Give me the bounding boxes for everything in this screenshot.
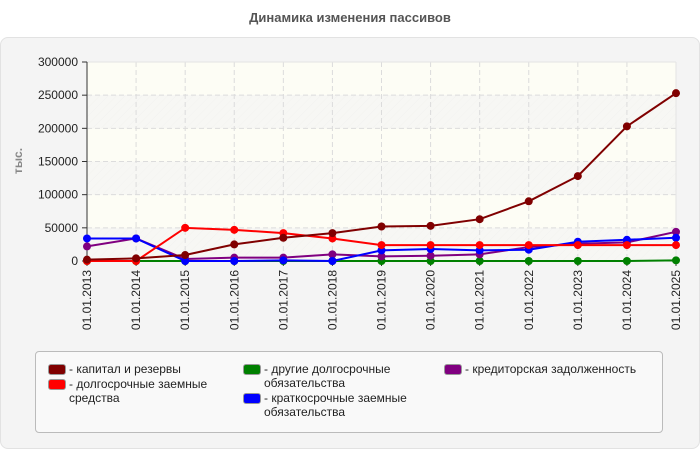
data-point[interactable]: [83, 234, 91, 243]
x-tick-label: 01.01.2022: [522, 270, 536, 330]
data-point[interactable]: [230, 225, 239, 234]
series-lines: [83, 89, 680, 265]
data-point[interactable]: [279, 256, 288, 265]
x-tick-label: 01.01.2013: [80, 270, 94, 330]
data-point[interactable]: [622, 122, 631, 131]
data-point[interactable]: [426, 241, 435, 250]
x-tick-label: 01.01.2019: [375, 270, 389, 330]
y-tick-label: 200000: [38, 121, 78, 135]
data-point[interactable]: [672, 241, 680, 250]
y-tick-label: 300000: [38, 55, 78, 69]
data-point[interactable]: [83, 242, 91, 251]
data-point[interactable]: [230, 240, 239, 249]
data-point[interactable]: [83, 255, 91, 264]
y-tick-label: 0: [71, 254, 78, 268]
y-tick-label: 150000: [38, 155, 78, 169]
data-point[interactable]: [475, 257, 484, 265]
data-point[interactable]: [132, 234, 141, 243]
line-chart: 0 50000 100000 150000 200000 250000 300000 01.0…: [11, 55, 683, 330]
data-point[interactable]: [524, 241, 533, 250]
legend-swatch-icon: [48, 379, 66, 390]
x-tick-label: 01.01.2017: [276, 270, 290, 330]
legend-swatch-icon: [48, 364, 66, 375]
data-point[interactable]: [573, 172, 582, 181]
data-point[interactable]: [475, 215, 484, 224]
y-tick-label: 100000: [38, 188, 78, 202]
x-tick-label: 01.01.2014: [129, 270, 143, 330]
data-point[interactable]: [672, 89, 680, 98]
data-point[interactable]: [132, 254, 141, 263]
data-point[interactable]: [672, 233, 680, 242]
data-point[interactable]: [328, 229, 337, 238]
data-point[interactable]: [377, 222, 386, 231]
y-axis-label: тыс.: [11, 148, 25, 174]
legend-item-short-term-loans: - краткосрочные заемные обязательства: [243, 391, 407, 419]
x-tick-label: 01.01.2015: [178, 270, 192, 330]
legend-item-capital: - капитал и резервы: [48, 362, 181, 376]
x-tick-label: 01.01.2025: [669, 270, 683, 330]
data-point[interactable]: [328, 250, 337, 259]
chart-legend: - капитал и резервы - долгосрочные заемн…: [35, 351, 663, 433]
x-tick-label: 01.01.2024: [620, 270, 634, 330]
data-point[interactable]: [230, 257, 239, 265]
data-point[interactable]: [377, 252, 386, 261]
data-point[interactable]: [426, 251, 435, 260]
legend-swatch-icon: [243, 364, 261, 375]
x-tick-label: 01.01.2016: [227, 270, 241, 330]
data-point[interactable]: [328, 257, 337, 265]
legend-swatch-icon: [444, 364, 462, 375]
legend-swatch-icon: [243, 393, 261, 404]
series-line: [83, 89, 680, 264]
data-point[interactable]: [426, 221, 435, 230]
legend-item-payables: - кредиторская задолженность: [444, 362, 636, 376]
chart-title: Динамика изменения пассивов: [249, 10, 451, 25]
x-tick-label: 01.01.2023: [571, 270, 585, 330]
legend-item-long-term-loans: - долгосрочные заемные средства: [48, 377, 207, 405]
legend-item-other-long-term: - другие долгосрочные обязательства: [243, 362, 390, 390]
data-point[interactable]: [622, 257, 631, 265]
data-point[interactable]: [622, 241, 631, 250]
data-point[interactable]: [672, 227, 680, 236]
x-tick-label: 01.01.2018: [325, 270, 339, 330]
data-point[interactable]: [573, 241, 582, 250]
x-tick-label: 01.01.2021: [473, 270, 487, 330]
data-point[interactable]: [524, 257, 533, 265]
data-point[interactable]: [524, 197, 533, 206]
data-point[interactable]: [181, 251, 190, 260]
data-point[interactable]: [181, 257, 190, 265]
data-point[interactable]: [279, 233, 288, 242]
y-tick-label: 250000: [38, 88, 78, 102]
data-point[interactable]: [573, 257, 582, 265]
data-point[interactable]: [672, 256, 680, 265]
data-point[interactable]: [377, 241, 386, 250]
y-tick-label: 50000: [45, 221, 79, 235]
data-point[interactable]: [181, 223, 190, 232]
data-point[interactable]: [475, 241, 484, 250]
x-tick-label: 01.01.2020: [424, 270, 438, 330]
